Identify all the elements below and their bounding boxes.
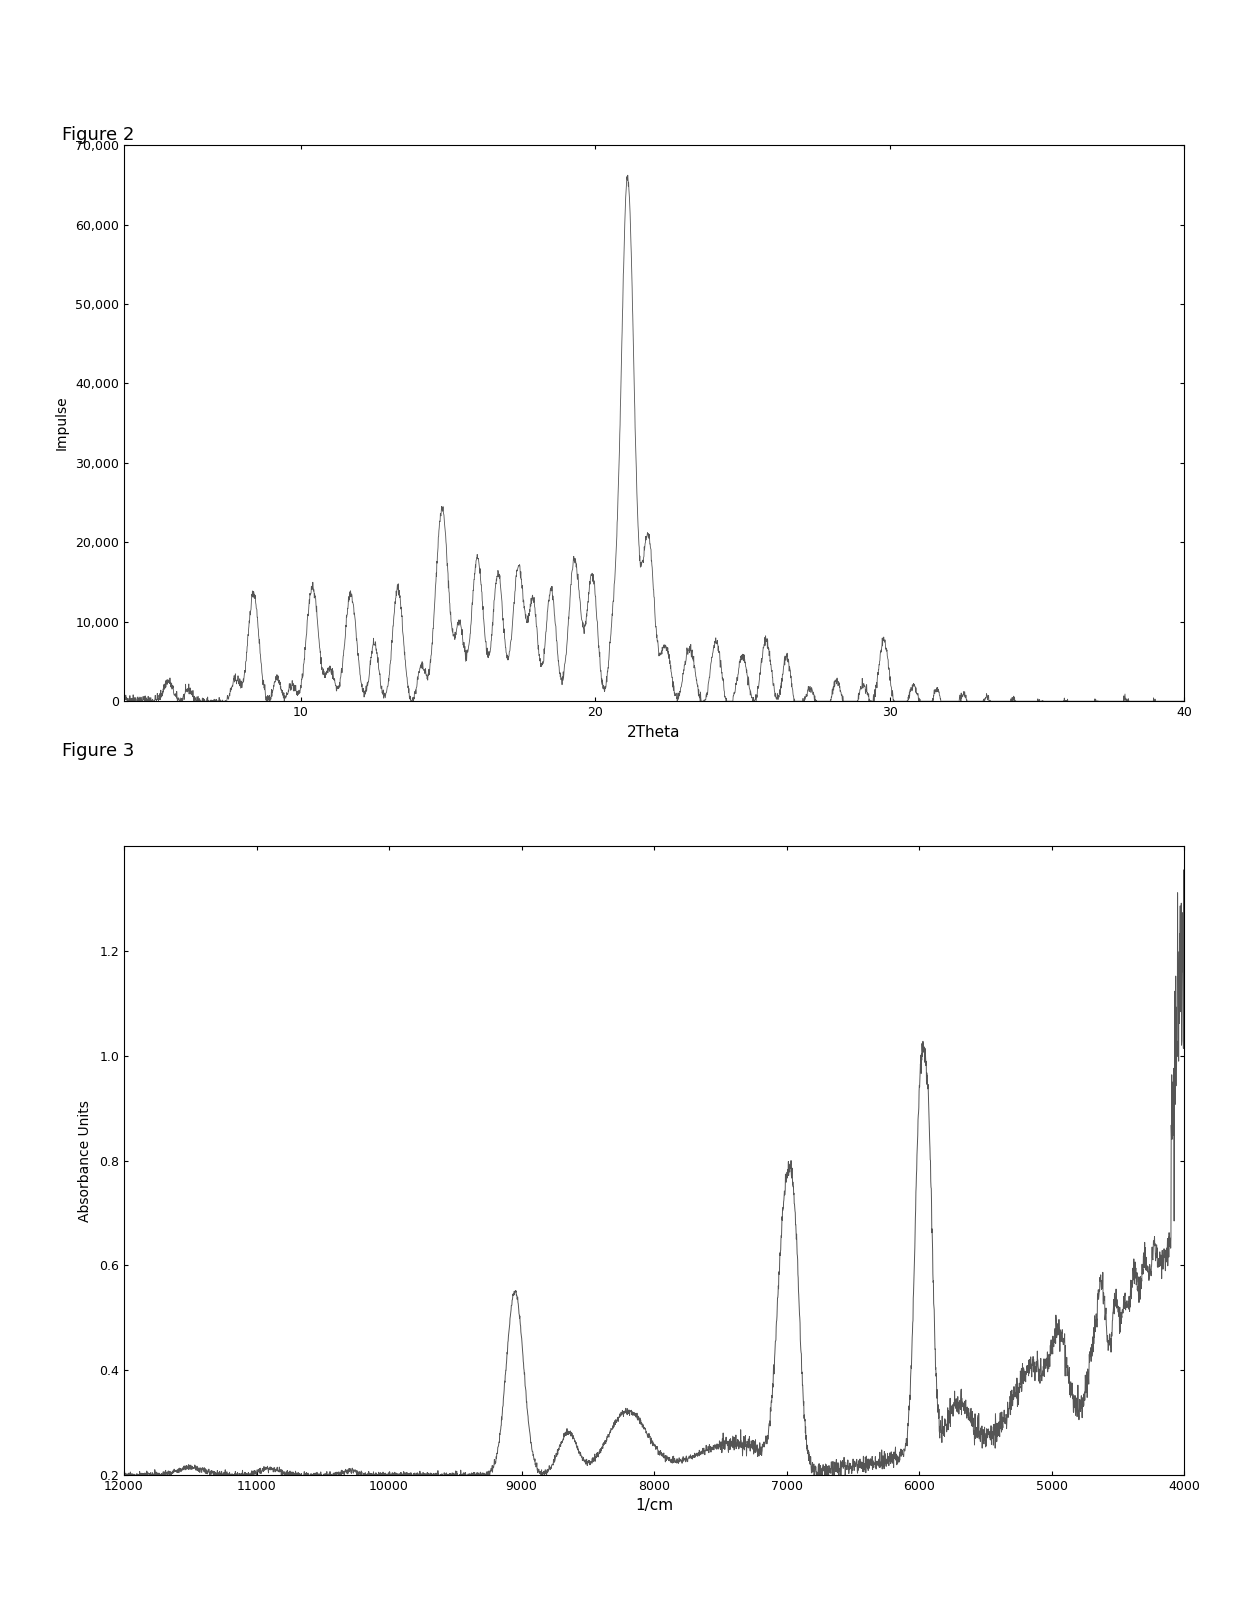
Y-axis label: Impulse: Impulse bbox=[55, 397, 68, 450]
X-axis label: 1/cm: 1/cm bbox=[635, 1499, 673, 1514]
Y-axis label: Absorbance Units: Absorbance Units bbox=[78, 1099, 92, 1222]
X-axis label: 2Theta: 2Theta bbox=[627, 725, 681, 740]
Text: Figure 2: Figure 2 bbox=[62, 126, 134, 143]
Text: Figure 3: Figure 3 bbox=[62, 742, 134, 759]
